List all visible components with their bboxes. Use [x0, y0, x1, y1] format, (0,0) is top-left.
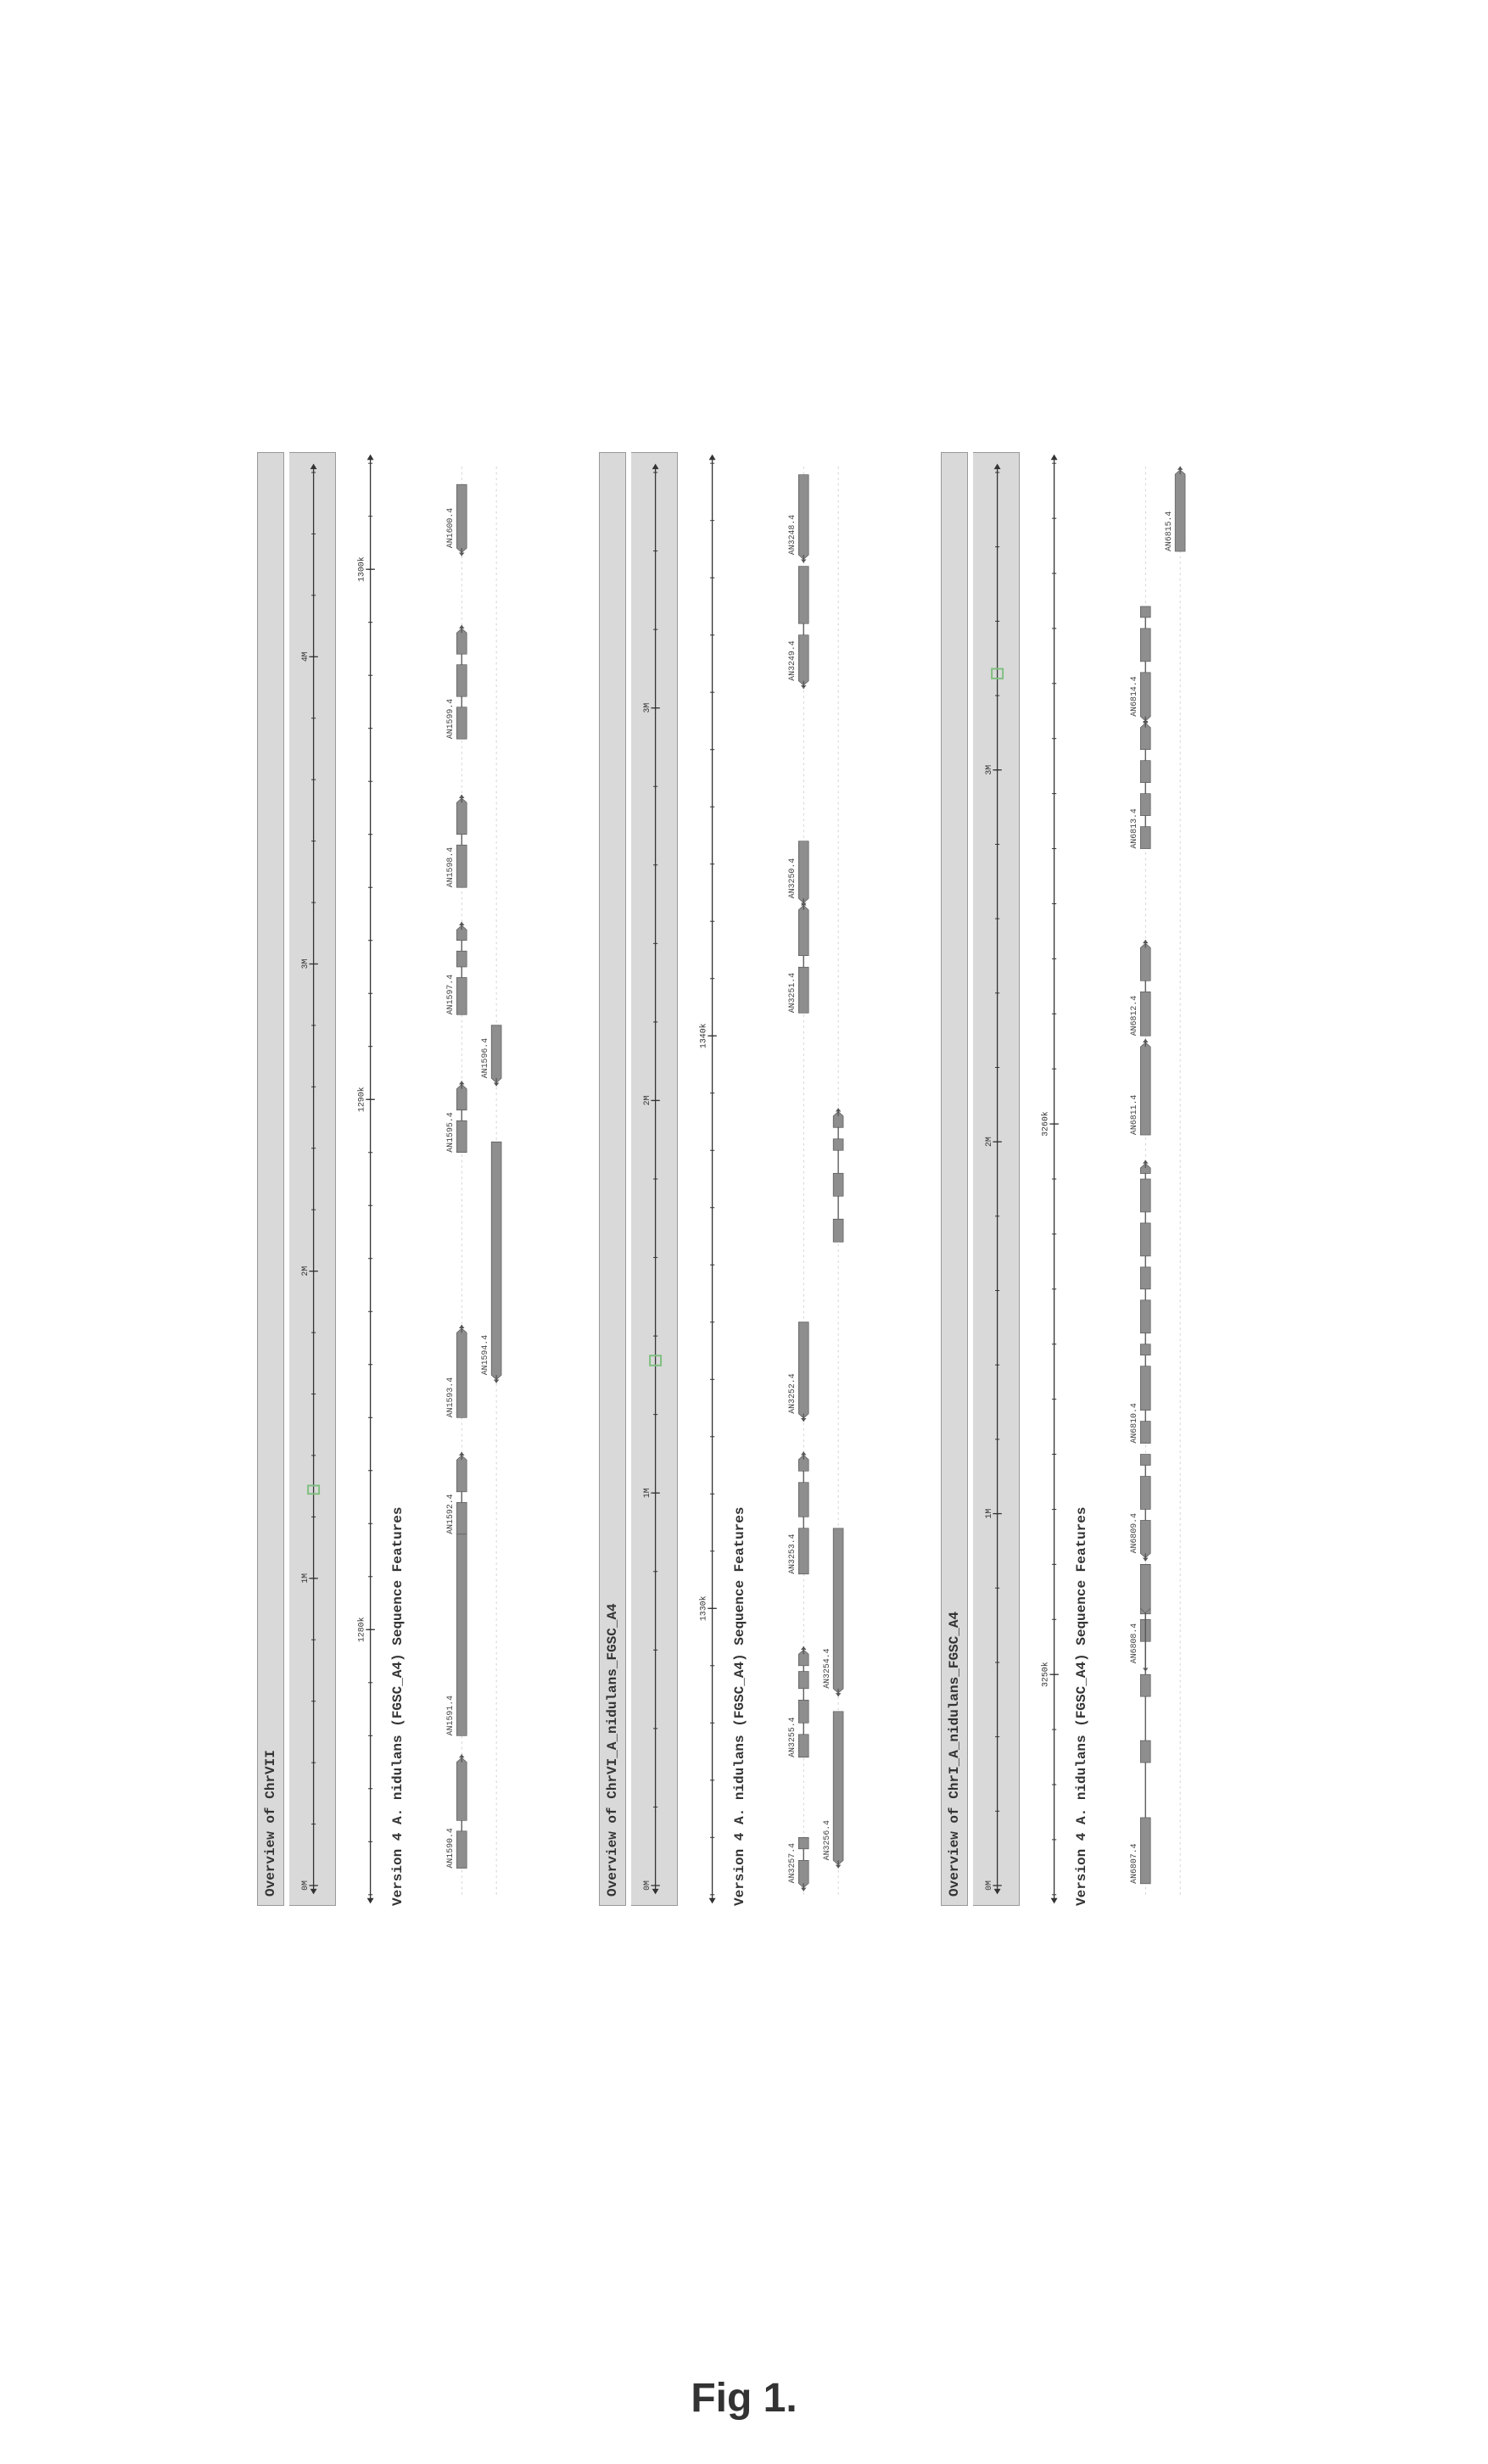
svg-text:2M: 2M — [983, 1137, 993, 1147]
svg-text:AN6807.4: AN6807.4 — [1129, 1843, 1138, 1883]
svg-text:AN1591.4: AN1591.4 — [445, 1696, 455, 1735]
svg-text:AN6812.4: AN6812.4 — [1129, 996, 1138, 1036]
gene-AN3250.4: AN3250.4 — [787, 841, 808, 907]
svg-text:3250k: 3250k — [1040, 1662, 1049, 1687]
svg-text:AN6815.4: AN6815.4 — [1163, 511, 1172, 551]
detail-ruler: 3250k 3260k — [1025, 452, 1066, 1906]
svg-text:1M: 1M — [983, 1509, 993, 1519]
svg-text:AN3251.4: AN3251.4 — [787, 973, 797, 1013]
detail-ruler: 1280k 1290k 1300k — [341, 452, 382, 1906]
svg-text:AN3252.4: AN3252.4 — [787, 1373, 797, 1413]
svg-text:AN3255.4: AN3255.4 — [787, 1717, 797, 1757]
svg-text:AN1597.4: AN1597.4 — [445, 975, 455, 1014]
svg-text:AN1593.4: AN1593.4 — [445, 1377, 455, 1417]
gene-AN3256.4: AN3256.4 — [821, 1712, 842, 1869]
track-title: Version 4 A. nidulans (FGSC_A4) Sequence… — [1071, 452, 1091, 1906]
svg-text:3260k: 3260k — [1040, 1111, 1049, 1137]
gene-AN3252.4: AN3252.4 — [787, 1322, 808, 1422]
overview-title: Overview of ChrVII — [257, 452, 284, 1906]
svg-text:0M: 0M — [299, 1880, 309, 1891]
gene-AN6812.4: AN6812.4 — [1129, 940, 1150, 1036]
figure-caption: Fig 1. — [17, 2375, 1471, 2422]
gene-track: AN3257.4 AN3256.4 AN3255.4 AN3254.4 AN3253.4… — [754, 452, 890, 1906]
gene-AN3255.4: AN3255.4 — [787, 1646, 808, 1757]
gene-AN6811.4: AN6811.4 — [1129, 1039, 1150, 1135]
genome-panel-chr1: Overview of ChrI_A_nidulans_FGSC_A4 0M 1M 2… — [941, 452, 1232, 1906]
svg-text:3M: 3M — [983, 765, 993, 775]
svg-text:3M: 3M — [641, 703, 651, 713]
gene-AN3248.4: AN3248.4 — [787, 475, 808, 563]
gene- — [833, 1109, 843, 1243]
gene-AN1595.4: AN1595.4 — [445, 1081, 467, 1153]
gene-AN6809.4: AN6809.4 — [1129, 1455, 1150, 1562]
genome-panel-chr6: Overview of ChrVI_A_nidulans_FGSC_A4 0M 1M… — [599, 452, 890, 1906]
svg-text:AN1595.4: AN1595.4 — [445, 1112, 455, 1152]
svg-text:AN1600.4: AN1600.4 — [445, 508, 455, 548]
gene-AN1591.4: AN1591.4 — [445, 1527, 467, 1736]
overview-ruler: 0M 1M 2M 3M — [973, 452, 1020, 1906]
track-title: Version 4 A. nidulans (FGSC_A4) Sequence… — [729, 452, 749, 1906]
svg-text:AN6810.4: AN6810.4 — [1129, 1403, 1138, 1443]
svg-text:1280k: 1280k — [356, 1617, 366, 1642]
svg-text:AN1599.4: AN1599.4 — [445, 699, 455, 739]
gene-AN1593.4: AN1593.4 — [445, 1325, 467, 1417]
svg-text:4M: 4M — [299, 651, 309, 662]
svg-text:0M: 0M — [641, 1880, 651, 1891]
svg-text:AN3256.4: AN3256.4 — [821, 1820, 831, 1860]
gene-AN6815.4: AN6815.4 — [1163, 467, 1184, 551]
svg-text:1M: 1M — [641, 1488, 651, 1498]
gene-AN3253.4: AN3253.4 — [787, 1452, 808, 1574]
svg-text:AN6813.4: AN6813.4 — [1129, 808, 1138, 848]
svg-text:AN6814.4: AN6814.4 — [1129, 676, 1138, 716]
svg-text:0M: 0M — [983, 1880, 993, 1891]
gene-AN1594.4: AN1594.4 — [479, 1142, 501, 1383]
svg-text:AN6808.4: AN6808.4 — [1129, 1623, 1138, 1663]
svg-text:AN6809.4: AN6809.4 — [1129, 1513, 1138, 1553]
gene-AN3254.4: AN3254.4 — [821, 1528, 842, 1696]
svg-text:AN3253.4: AN3253.4 — [787, 1534, 797, 1573]
svg-text:2M: 2M — [299, 1266, 309, 1277]
overview-ruler: 0M 1M 2M 3M 4M — [289, 452, 336, 1906]
gene-AN6810.4: AN6810.4 — [1129, 1160, 1150, 1444]
gene-track: AN6807.4 AN6808.4 AN6809.4 AN6810.4 AN6811.4… — [1096, 452, 1232, 1906]
svg-text:1300k: 1300k — [356, 556, 366, 582]
gene-AN1600.4: AN1600.4 — [445, 484, 467, 556]
gene-AN1598.4: AN1598.4 — [445, 795, 467, 887]
svg-text:AN1596.4: AN1596.4 — [479, 1038, 489, 1078]
gene-AN6814.4: AN6814.4 — [1129, 606, 1150, 724]
svg-text:AN3249.4: AN3249.4 — [787, 640, 797, 680]
gene-AN3249.4: AN3249.4 — [787, 567, 808, 689]
gene-AN6808.4: AN6808.4 — [1129, 1564, 1150, 1671]
svg-text:1290k: 1290k — [356, 1087, 366, 1112]
overview-title: Overview of ChrVI_A_nidulans_FGSC_A4 — [599, 452, 626, 1906]
gene-track: AN1590.4 AN1591.4 AN1592.4 AN1593.4 AN1594.4… — [412, 452, 548, 1906]
gene-AN3251.4: AN3251.4 — [787, 902, 808, 1013]
gene-AN1597.4: AN1597.4 — [445, 922, 467, 1014]
gene-AN1599.4: AN1599.4 — [445, 625, 467, 739]
svg-text:1340k: 1340k — [698, 1023, 708, 1048]
overview-ruler: 0M 1M 2M 3M — [631, 452, 678, 1906]
gene-AN1590.4: AN1590.4 — [445, 1754, 467, 1868]
svg-text:1330k: 1330k — [698, 1595, 708, 1621]
track-title: Version 4 A. nidulans (FGSC_A4) Sequence… — [387, 452, 407, 1906]
svg-text:AN1594.4: AN1594.4 — [479, 1335, 489, 1375]
svg-text:1M: 1M — [299, 1573, 309, 1584]
gene-AN1596.4: AN1596.4 — [479, 1025, 501, 1087]
svg-text:AN6811.4: AN6811.4 — [1129, 1095, 1138, 1135]
svg-text:AN3250.4: AN3250.4 — [787, 858, 797, 898]
genome-panel-chr7: Overview of ChrVII 0M 1M 2M 3M 4M 1280k 1290k 13… — [257, 452, 548, 1906]
overview-title: Overview of ChrI_A_nidulans_FGSC_A4 — [941, 452, 968, 1906]
svg-text:AN1592.4: AN1592.4 — [445, 1494, 455, 1534]
gene-AN6813.4: AN6813.4 — [1129, 720, 1150, 849]
svg-text:AN3248.4: AN3248.4 — [787, 515, 797, 555]
svg-text:2M: 2M — [641, 1095, 651, 1105]
svg-text:AN3254.4: AN3254.4 — [821, 1648, 831, 1688]
svg-text:AN1598.4: AN1598.4 — [445, 847, 455, 887]
gene-AN3257.4: AN3257.4 — [787, 1837, 808, 1891]
svg-text:AN1590.4: AN1590.4 — [445, 1828, 455, 1868]
detail-ruler: 1330k 1340k — [683, 452, 724, 1906]
svg-text:AN3257.4: AN3257.4 — [787, 1843, 797, 1883]
svg-text:3M: 3M — [299, 958, 309, 969]
gene-AN1592.4: AN1592.4 — [445, 1452, 467, 1534]
